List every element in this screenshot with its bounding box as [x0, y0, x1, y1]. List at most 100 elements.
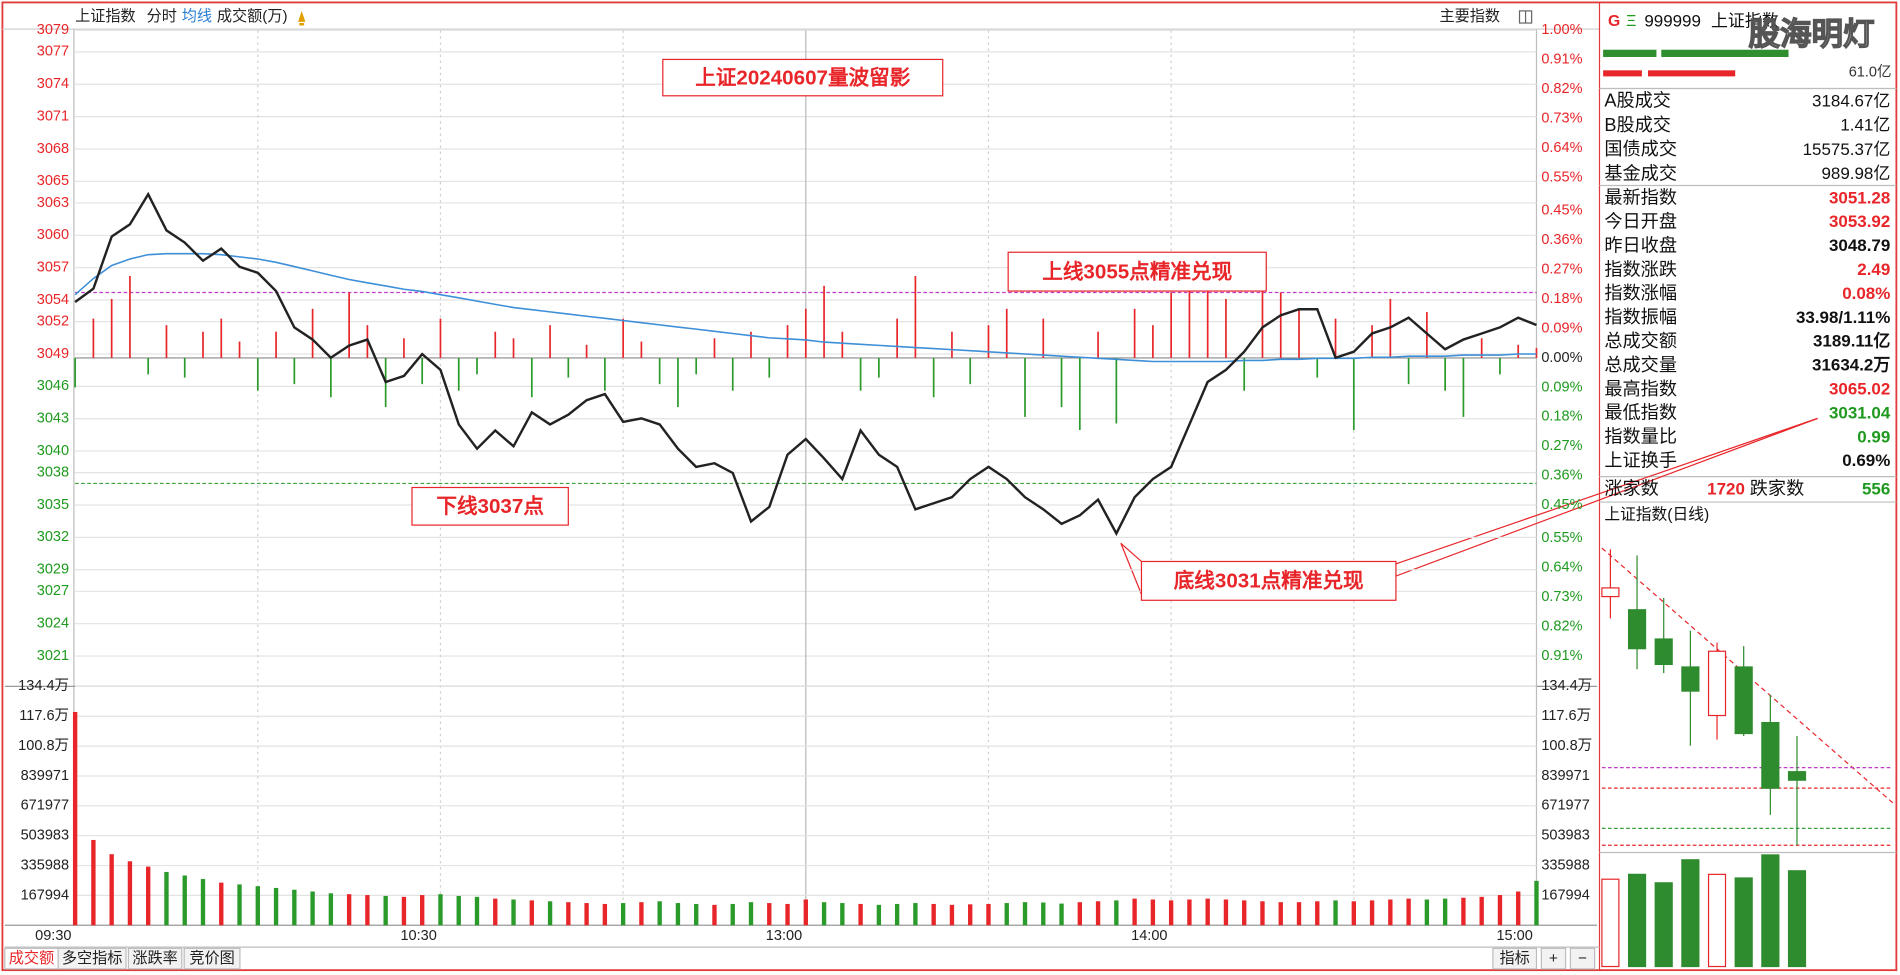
- daily-volume-bar: [1627, 873, 1647, 968]
- breadth-bar: [403, 338, 405, 358]
- y-tick-label: 3065: [37, 173, 69, 189]
- tool-button[interactable]: [1540, 947, 1567, 970]
- y2-tick-label: 0.91%: [1541, 648, 1582, 664]
- volume-bar: [675, 903, 681, 926]
- toolbar-item[interactable]: 均线: [182, 8, 212, 25]
- breadth-bar: [1371, 325, 1373, 358]
- toolbar-right[interactable]: 主要指数: [1440, 8, 1501, 25]
- breadth-bar: [1243, 357, 1246, 391]
- volume-bar: [474, 896, 480, 926]
- volume-bar: [584, 903, 589, 926]
- breadth-bar: [530, 357, 533, 398]
- y2-tick-label: 0.36%: [1541, 468, 1582, 484]
- y-tick-label: 3027: [37, 583, 69, 599]
- breadth-bar: [896, 318, 898, 358]
- x-tick-label: 09:30: [35, 928, 71, 944]
- volume-bar: [1150, 899, 1156, 926]
- row-value: 3065.02: [1829, 379, 1890, 398]
- volume-bar: [1497, 895, 1503, 926]
- average-line: [74, 252, 1537, 363]
- tab-label[interactable]: 多空指标: [62, 950, 123, 967]
- row-label: 最新指数: [1604, 188, 1677, 208]
- breadth-bar: [1517, 344, 1520, 358]
- annotation: 底线3031点精准兑现: [1174, 569, 1364, 593]
- row-value: 3053.92: [1829, 212, 1890, 231]
- tool-button-label[interactable]: −: [1578, 950, 1587, 967]
- breadth-bar: [841, 331, 844, 358]
- x-tick-label: 10:30: [400, 928, 436, 944]
- tab-label[interactable]: 竞价图: [189, 949, 234, 967]
- breadth-bar: [969, 357, 972, 385]
- annotation-box: [662, 58, 944, 97]
- volume-bar: [803, 899, 808, 926]
- breadth-bar: [183, 357, 186, 378]
- toolbar-item[interactable]: 上证指数: [75, 8, 136, 25]
- row-label: 指数涨跌: [1604, 259, 1677, 279]
- volume-bar: [511, 899, 516, 926]
- volume-bar: [730, 903, 735, 926]
- side-bar-red-1: [1603, 70, 1642, 77]
- annotation-box: [411, 486, 569, 526]
- volume-bar: [1296, 902, 1302, 926]
- annotation-box: [1007, 251, 1267, 292]
- tool-button[interactable]: [1492, 947, 1538, 970]
- volume-bar: [1351, 901, 1356, 926]
- breadth-bar: [311, 308, 314, 358]
- annotation-box: [1140, 560, 1397, 601]
- y2-tick-label: 0.91%: [1541, 52, 1582, 68]
- x-tick-label: 14:00: [1131, 928, 1167, 944]
- volume-bar: [328, 893, 334, 926]
- volume-bar: [310, 891, 315, 926]
- y-tick-label: 671977: [21, 798, 69, 814]
- row-label: 最低指数: [1604, 403, 1677, 423]
- volume-bar: [949, 904, 955, 926]
- breadth-bar: [147, 357, 150, 375]
- y-tick-label: 3074: [37, 76, 69, 92]
- tab-label[interactable]: 成交额: [9, 949, 54, 967]
- tab[interactable]: [57, 947, 127, 970]
- breadth-bar: [1005, 308, 1008, 358]
- breadth-bar: [604, 357, 606, 391]
- breadth-bar: [951, 331, 953, 358]
- breadth-bar: [330, 357, 332, 398]
- volume-bar: [1205, 898, 1210, 926]
- breadth-bar: [786, 325, 789, 358]
- tool-button[interactable]: [1569, 947, 1596, 970]
- tool-button-label[interactable]: +: [1549, 950, 1558, 967]
- breadth-bar: [110, 298, 113, 358]
- volume-bar: [237, 884, 242, 926]
- toolbar-item[interactable]: 分时: [147, 8, 177, 25]
- y2-tick-label: 0.36%: [1541, 232, 1582, 248]
- volume-bar: [968, 904, 973, 926]
- volume-bar: [146, 866, 151, 926]
- row-label: 指数涨幅: [1604, 283, 1677, 303]
- header-menu[interactable]: Ξ: [1626, 13, 1636, 30]
- bar-label: 61.0亿: [1849, 64, 1892, 81]
- y2-tick-label: 0.18%: [1541, 291, 1582, 307]
- breadth-bar: [1535, 348, 1538, 358]
- breadth-bar: [348, 292, 350, 358]
- breadth-bar: [1170, 292, 1172, 358]
- volume-bar: [1479, 896, 1484, 926]
- y-tick-label: 839971: [21, 768, 69, 784]
- tab[interactable]: [127, 947, 183, 970]
- alert-icon[interactable]: [298, 10, 306, 26]
- row-value: 0.08%: [1842, 284, 1890, 303]
- row-value: 31634.2万: [1812, 356, 1890, 375]
- watermark: 股海明灯: [1749, 16, 1875, 52]
- y2-tick-label: 0.18%: [1541, 409, 1582, 425]
- volume-bar: [1260, 901, 1265, 926]
- candle-body: [1707, 650, 1727, 717]
- toolbar-item[interactable]: 成交额(万): [217, 7, 288, 25]
- y-tick-label: 134.4万: [1541, 678, 1592, 694]
- y-tick-label: 335988: [21, 857, 69, 873]
- tab[interactable]: [183, 947, 241, 970]
- y-tick-label: 100.8万: [1541, 738, 1592, 754]
- tab-label[interactable]: 涨跌率: [132, 950, 177, 967]
- breadth-bar: [987, 325, 990, 358]
- tool-button-label[interactable]: 指标: [1500, 950, 1530, 967]
- breadth-bar: [1462, 357, 1465, 417]
- breadth-bar: [92, 318, 95, 358]
- y2-tick-label: 0.73%: [1541, 111, 1582, 127]
